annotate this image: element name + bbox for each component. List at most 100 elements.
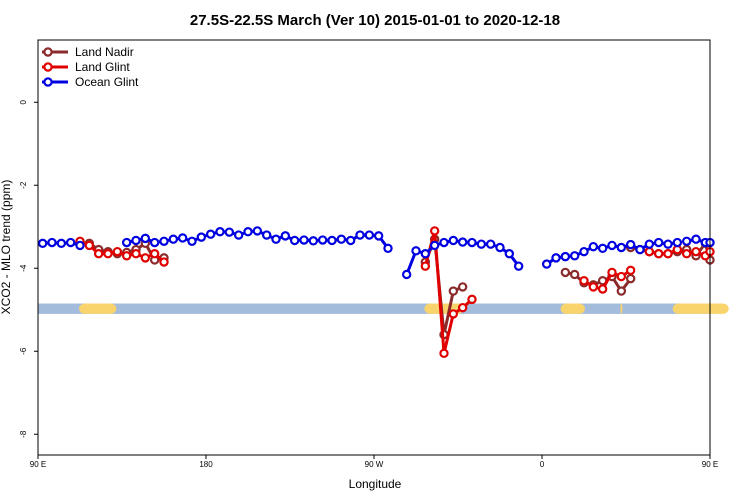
ocean-band xyxy=(38,303,710,314)
y-tick-label: -2 xyxy=(19,181,28,189)
data-point xyxy=(280,231,291,241)
data-point xyxy=(504,249,515,259)
data-point xyxy=(448,309,459,319)
data-point xyxy=(588,241,599,252)
series-land-glint xyxy=(75,226,715,359)
data-point xyxy=(616,271,627,282)
y-tick-label: -4 xyxy=(19,264,28,272)
data-point xyxy=(224,227,235,237)
data-point xyxy=(644,239,655,249)
data-point xyxy=(495,242,505,253)
data-point xyxy=(131,235,141,246)
data-point xyxy=(149,249,160,259)
data-point xyxy=(457,302,468,313)
x-axis-label: Longitude xyxy=(349,477,402,491)
data-point xyxy=(401,269,412,280)
data-point xyxy=(457,237,468,247)
data-point xyxy=(551,253,561,263)
y-axis: 0 -2 -4 -6 -8 xyxy=(19,99,38,438)
data-point xyxy=(65,237,76,248)
data-point xyxy=(196,232,207,242)
y-axis-label: XCO2 - MLO trend (ppm) xyxy=(0,180,13,315)
x-tick-label: 180 xyxy=(199,460,213,469)
legend-item: Land Glint xyxy=(42,60,130,74)
data-point xyxy=(84,240,95,251)
data-point xyxy=(467,237,477,248)
data-point xyxy=(336,234,347,244)
data-point xyxy=(681,249,692,259)
data-point xyxy=(644,246,655,257)
data-point xyxy=(121,237,132,248)
data-point xyxy=(345,235,356,246)
data-point xyxy=(261,230,272,240)
data-point xyxy=(205,229,216,239)
data-point xyxy=(243,227,253,237)
data-point xyxy=(616,286,627,296)
x-tick-label: 90 W xyxy=(365,460,384,469)
data-point xyxy=(420,261,431,271)
x-tick-label: 90 E xyxy=(30,460,46,469)
data-point xyxy=(121,251,132,261)
data-point xyxy=(56,238,67,249)
data-point xyxy=(625,239,636,250)
data-point xyxy=(541,259,552,269)
data-point xyxy=(103,249,113,259)
data-point xyxy=(252,226,263,236)
data-point xyxy=(560,267,571,278)
data-point xyxy=(411,246,421,256)
map-strip xyxy=(38,303,729,314)
data-point xyxy=(159,257,169,267)
data-point xyxy=(317,235,328,245)
legend-label: Land Nadir xyxy=(75,45,134,59)
data-point xyxy=(289,235,300,246)
series-line xyxy=(423,238,464,335)
legend-marker xyxy=(43,62,53,72)
x-tick-label: 90 E xyxy=(702,460,718,469)
data-point xyxy=(47,237,57,248)
data-point xyxy=(625,265,636,276)
data-point xyxy=(364,230,375,240)
data-point xyxy=(457,282,468,292)
data-point xyxy=(663,249,673,259)
data-point xyxy=(177,233,188,243)
data-point xyxy=(159,236,169,246)
legend-marker xyxy=(43,47,53,57)
data-point xyxy=(439,348,449,359)
data-point xyxy=(215,227,225,237)
data-point xyxy=(271,234,281,244)
data-point xyxy=(663,239,673,249)
data-point xyxy=(75,240,85,251)
x-tick-label: 0 xyxy=(540,460,545,469)
legend-label: Land Glint xyxy=(75,60,130,74)
data-point xyxy=(448,235,459,246)
y-tick-label: -8 xyxy=(19,430,28,438)
data-point xyxy=(625,273,636,284)
data-point xyxy=(149,237,160,248)
series-ocean-glint xyxy=(37,226,715,280)
data-point xyxy=(448,286,459,296)
data-point xyxy=(187,236,197,246)
land-patch xyxy=(79,303,117,314)
data-point xyxy=(607,267,617,278)
legend-marker xyxy=(43,77,53,87)
data-point xyxy=(597,243,608,254)
data-point xyxy=(672,237,683,248)
data-point xyxy=(299,235,309,245)
data-point xyxy=(429,226,440,236)
series-layer xyxy=(37,226,715,359)
data-point xyxy=(607,240,617,251)
data-point xyxy=(579,246,589,257)
data-point xyxy=(513,261,524,271)
data-point xyxy=(37,238,48,249)
chart-title: 27.5S-22.5S March (Ver 10) 2015-01-01 to… xyxy=(190,12,560,29)
data-point xyxy=(383,243,393,254)
data-point xyxy=(112,246,123,257)
data-point xyxy=(635,244,645,255)
data-point xyxy=(140,253,151,263)
data-point xyxy=(569,269,580,280)
data-point xyxy=(653,237,664,248)
legend-item: Ocean Glint xyxy=(42,75,139,89)
